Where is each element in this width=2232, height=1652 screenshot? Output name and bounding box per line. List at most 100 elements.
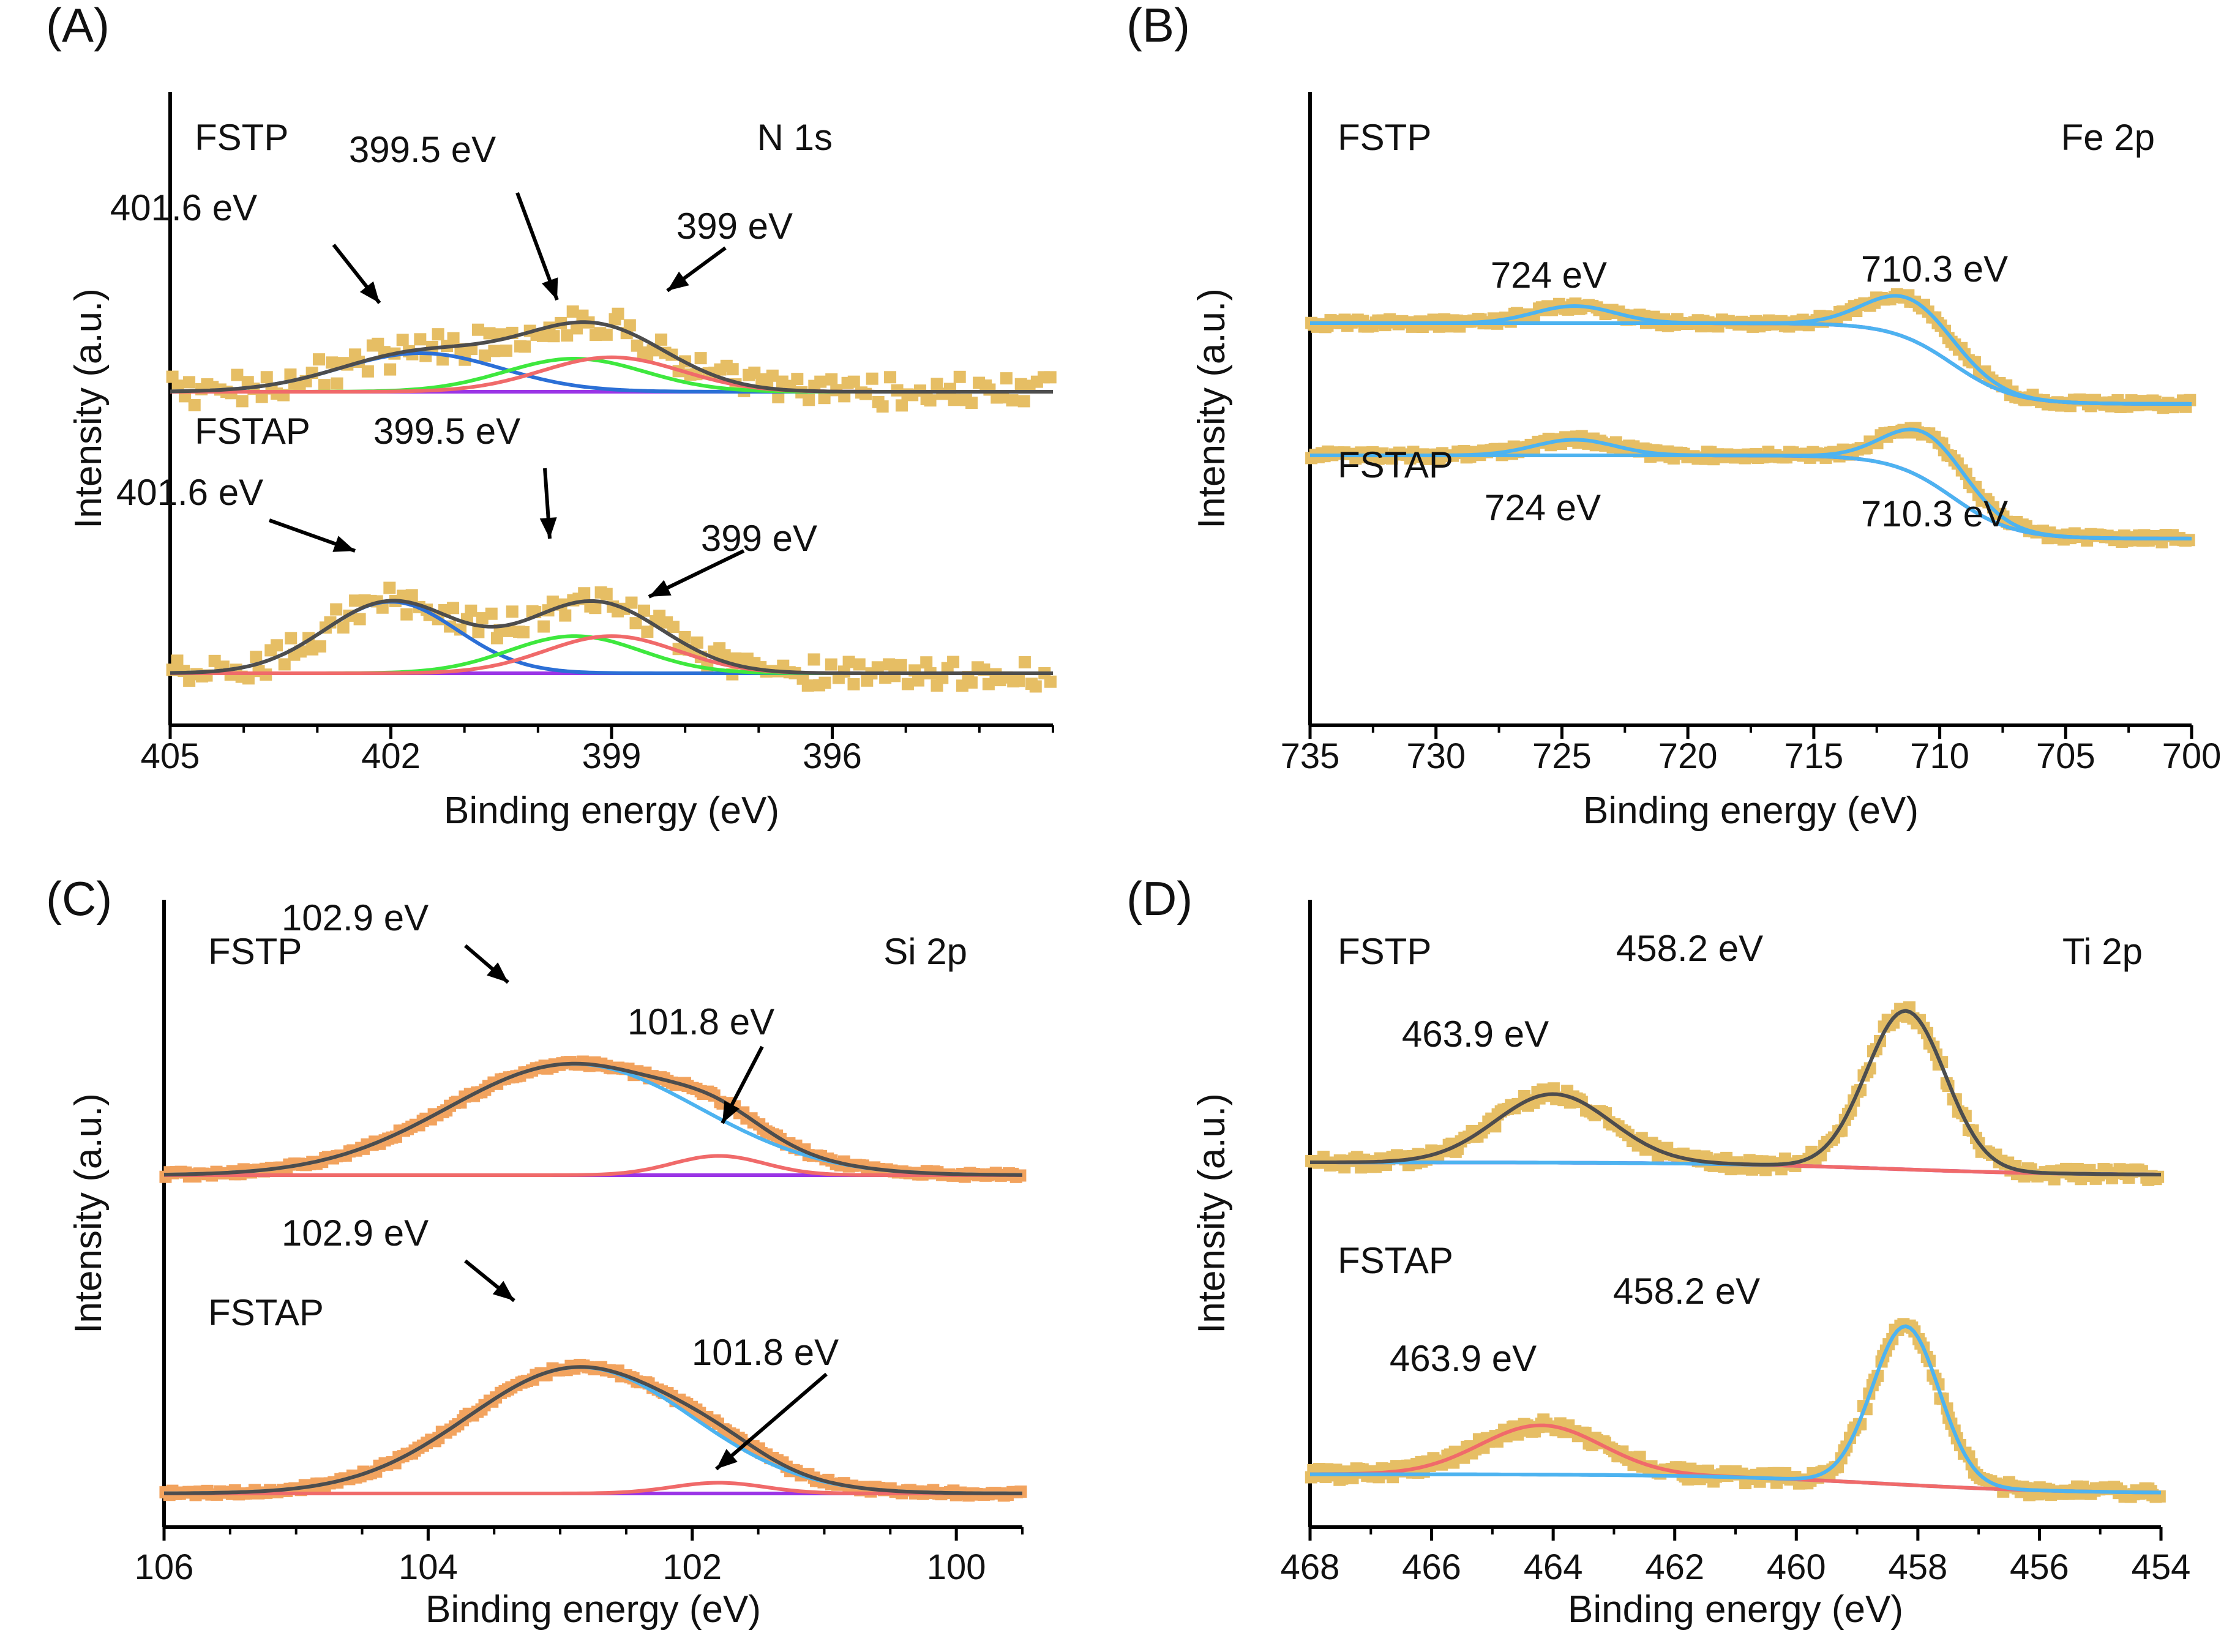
x-tick-label: 106 bbox=[135, 1547, 194, 1587]
x-tick-label: 396 bbox=[803, 736, 862, 776]
arrow-head bbox=[487, 962, 508, 982]
sample-label: FSTAP bbox=[1338, 1240, 1453, 1281]
data-point bbox=[561, 329, 574, 342]
data-point bbox=[965, 676, 978, 689]
fit-component-1 bbox=[164, 1481, 1022, 1495]
data-point bbox=[866, 372, 878, 385]
data-point bbox=[947, 656, 960, 668]
fit-envelope bbox=[163, 1061, 1022, 1177]
fit-envelope bbox=[170, 599, 1053, 675]
data-point bbox=[578, 587, 591, 600]
data-point bbox=[260, 371, 273, 384]
data-point bbox=[255, 391, 268, 403]
peak-label: 399 eV bbox=[676, 206, 793, 247]
sample-label: FSTP bbox=[1338, 931, 1431, 972]
panel-title: N 1s bbox=[757, 117, 833, 158]
data-point bbox=[472, 323, 485, 336]
data-point bbox=[519, 340, 531, 353]
x-axis-title: Binding energy (eV) bbox=[1583, 790, 1919, 832]
data-point bbox=[285, 632, 298, 645]
data-point bbox=[483, 327, 496, 340]
data-point bbox=[1029, 680, 1042, 693]
fit-component-1 bbox=[1310, 294, 2192, 406]
spectrum-fstp: FSTP 463.9 eV 458.2 eV bbox=[1305, 928, 2165, 1186]
y-axis-title: Intensity (a.u.) bbox=[1191, 1093, 1233, 1334]
x-tick-label: 464 bbox=[1524, 1547, 1583, 1587]
x-axis-title: Binding energy (eV) bbox=[1568, 1588, 1903, 1631]
arrow-head bbox=[649, 580, 672, 597]
data-point bbox=[825, 658, 837, 671]
data-point bbox=[1547, 1082, 1560, 1095]
x-tick-label: 454 bbox=[2132, 1547, 2191, 1587]
x-tick-label: 715 bbox=[1784, 736, 1843, 776]
data-point bbox=[842, 656, 855, 668]
chart-panel-B: (B) 735 730 725 720 715 710 705 700 Binding energ… bbox=[1126, 0, 2221, 832]
data-point bbox=[447, 332, 460, 345]
chart-panel-D: (D) 468 466 464 462 460 458 456 454 Binding energ… bbox=[1126, 872, 2190, 1631]
data-point bbox=[312, 353, 325, 366]
data-point bbox=[330, 603, 343, 616]
data-point bbox=[447, 602, 460, 615]
data-point bbox=[331, 377, 343, 390]
data-point bbox=[948, 394, 961, 406]
data-point bbox=[641, 626, 654, 638]
x-tick-label: 700 bbox=[2162, 736, 2222, 776]
data-point bbox=[766, 369, 779, 382]
data-point bbox=[500, 344, 512, 357]
peak-label: 463.9 eV bbox=[1390, 1338, 1537, 1379]
chart-panel-A: (A) 405 402 399 396 Binding energy (eV) Intens… bbox=[46, 0, 1057, 832]
data-point bbox=[894, 659, 907, 671]
data-point bbox=[236, 395, 249, 408]
data-point bbox=[414, 333, 427, 346]
data-point bbox=[965, 397, 978, 409]
fit-envelope bbox=[1310, 1009, 2161, 1176]
sample-label: FSTAP bbox=[1338, 444, 1453, 485]
y-axis-title: Intensity (a.u.) bbox=[67, 1093, 110, 1334]
x-tick-label: 466 bbox=[1402, 1547, 1461, 1587]
x-tick-label: 456 bbox=[2010, 1547, 2069, 1587]
peak-label: 399.5 eV bbox=[349, 129, 496, 170]
data-point bbox=[718, 649, 731, 662]
data-point bbox=[570, 322, 583, 335]
fit-envelope bbox=[164, 1365, 1022, 1495]
data-point bbox=[506, 605, 519, 618]
data-point bbox=[772, 391, 785, 403]
data-point bbox=[629, 617, 642, 630]
data-point bbox=[2152, 1170, 2165, 1183]
peak-label: 710.3 eV bbox=[1861, 493, 2008, 534]
peak-label: 102.9 eV bbox=[282, 897, 429, 938]
y-axis-title: Intensity (a.u.) bbox=[1191, 288, 1233, 529]
panel-label: (B) bbox=[1126, 0, 1190, 52]
arrow-head bbox=[542, 277, 558, 300]
data-point bbox=[171, 654, 184, 667]
x-tick-label: 730 bbox=[1406, 736, 1466, 776]
data-point bbox=[405, 589, 418, 602]
arrow-head bbox=[332, 536, 355, 552]
data-point bbox=[1013, 675, 1025, 687]
data-point bbox=[231, 368, 244, 381]
data-point bbox=[183, 376, 196, 389]
spectrum-fstp: FSTP 724 eV 710.3 eV bbox=[1305, 117, 2196, 414]
arrow-head bbox=[539, 517, 557, 539]
data-point bbox=[876, 400, 889, 413]
peak-label: 399.5 eV bbox=[373, 411, 520, 452]
y-axis-title: Intensity (a.u.) bbox=[67, 288, 110, 529]
data-point bbox=[1044, 675, 1057, 688]
data-point bbox=[537, 620, 550, 633]
panel-label: (A) bbox=[46, 0, 110, 52]
sample-label: FSTP bbox=[1338, 117, 1431, 158]
peak-label: 458.2 eV bbox=[1616, 928, 1763, 969]
data-point bbox=[801, 679, 814, 692]
data-point bbox=[485, 607, 498, 620]
x-axis-title: Binding energy (eV) bbox=[425, 1588, 761, 1631]
spectrum-fstap: FSTAP 724 eV 710.3 eV bbox=[1305, 422, 2195, 548]
data-point bbox=[472, 626, 485, 638]
x-tick-label: 705 bbox=[2036, 736, 2095, 776]
peak-label: 101.8 eV bbox=[627, 1001, 774, 1042]
data-point bbox=[818, 392, 831, 405]
x-axis-title: Binding energy (eV) bbox=[444, 790, 779, 832]
data-point bbox=[612, 307, 624, 320]
data-point bbox=[655, 333, 668, 346]
x-tick-label: 405 bbox=[141, 736, 200, 776]
